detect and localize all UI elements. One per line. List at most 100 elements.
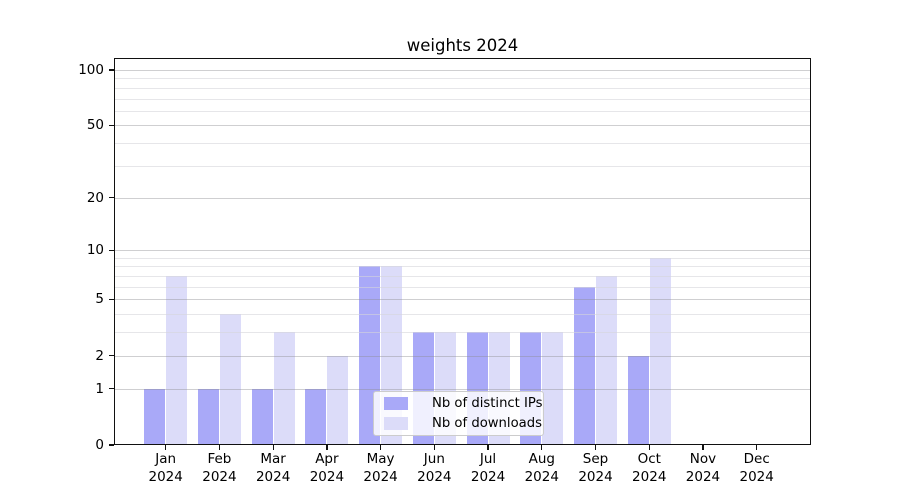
legend: Nb of distinct IPs Nb of downloads [373, 391, 544, 436]
x-tick-label-sep: Sep 2024 [564, 451, 628, 486]
x-tick-month: Aug [528, 451, 555, 467]
gridline-minor [114, 276, 811, 277]
gridline-major [114, 197, 811, 199]
y-tick-label: 5 [95, 291, 104, 308]
bar-distinct-ips-jan [144, 388, 166, 445]
y-tick-label: 10 [86, 242, 104, 259]
y-tick-label: 100 [78, 61, 104, 78]
x-tick-month: Dec [743, 451, 770, 467]
x-tick-mark [702, 445, 704, 450]
x-tick-label-aug: Aug 2024 [510, 451, 574, 486]
x-tick-mark [218, 445, 221, 450]
x-tick-mark [326, 445, 328, 450]
x-tick-year: 2024 [524, 468, 559, 485]
x-tick-label-feb: Feb 2024 [187, 451, 251, 486]
bar-downloads-oct [649, 257, 671, 445]
gridline-major [114, 69, 811, 71]
bar-downloads-jan [166, 276, 188, 445]
gridline-minor [114, 332, 811, 334]
x-tick-mark [487, 445, 489, 450]
bar-distinct-ips-oct [627, 355, 649, 445]
y-tick-mark [109, 298, 114, 301]
x-tick-label-nov: Nov 2024 [671, 451, 735, 486]
gridline-minor [114, 143, 811, 145]
gridline-major [114, 299, 811, 301]
x-tick-year: 2024 [363, 468, 398, 485]
x-tick-label-jun: Jun 2024 [402, 451, 466, 486]
x-tick-year: 2024 [148, 468, 183, 485]
legend-swatch-downloads [384, 417, 408, 430]
x-tick-month: Oct [637, 451, 661, 467]
legend-label-distinct-ips: Nb of distinct IPs [432, 396, 543, 411]
legend-label-downloads: Nb of downloads [432, 416, 542, 431]
gridline-major [114, 388, 811, 390]
chart-title: weights 2024 [406, 36, 519, 55]
bar-distinct-ips-mar [251, 388, 273, 445]
x-tick-mark [541, 445, 543, 450]
x-tick-year: 2024 [632, 468, 667, 485]
x-tick-label-dec: Dec 2024 [725, 451, 789, 486]
x-tick-mark [272, 445, 274, 450]
legend-swatch-distinct-ips [384, 397, 408, 410]
gridline-major [114, 250, 811, 252]
gridline-major [114, 125, 811, 127]
x-tick-year: 2024 [578, 468, 613, 485]
gridline-minor [114, 266, 811, 268]
x-tick-month: Jun [423, 451, 445, 467]
x-tick-month: Mar [260, 451, 286, 467]
x-tick-mark [379, 445, 382, 450]
bar-downloads-mar [273, 332, 295, 445]
y-tick-label: 20 [86, 189, 104, 206]
gridline-minor [114, 110, 811, 112]
gridline-minor [114, 98, 811, 100]
gridline-minor [114, 78, 811, 80]
y-tick-mark [109, 249, 114, 251]
y-tick-label: 0 [95, 437, 104, 453]
x-tick-label-mar: Mar 2024 [241, 451, 305, 486]
y-tick-mark [109, 355, 114, 357]
y-tick-label: 50 [86, 117, 104, 134]
bar-distinct-ips-apr [305, 388, 327, 445]
gridline-minor [114, 257, 811, 259]
bar-downloads-sep [596, 276, 618, 445]
y-tick-mark [109, 69, 114, 71]
gridline-minor [114, 314, 811, 316]
x-tick-mark [165, 445, 167, 450]
gridline-minor [114, 165, 811, 167]
x-tick-label-apr: Apr 2024 [295, 451, 359, 486]
y-tick-mark [109, 196, 114, 199]
bar-distinct-ips-sep [574, 286, 596, 445]
x-tick-label-jul: Jul 2024 [456, 451, 520, 486]
y-tick-mark [109, 388, 114, 390]
x-tick-mark [756, 445, 758, 450]
bar-downloads-apr [327, 355, 349, 445]
x-tick-month: Apr [315, 451, 339, 467]
x-tick-month: Jan [155, 451, 177, 467]
x-tick-mark [433, 445, 435, 450]
x-tick-year: 2024 [417, 468, 452, 485]
x-tick-mark [648, 445, 650, 450]
bar-distinct-ips-feb [197, 388, 219, 445]
x-tick-month: May [366, 451, 395, 467]
bar-downloads-aug [542, 332, 564, 445]
x-tick-mark [594, 445, 597, 450]
gridline-minor [114, 286, 811, 288]
y-tick-label: 2 [95, 347, 104, 364]
x-tick-label-may: May 2024 [349, 451, 413, 486]
x-tick-month: Nov [689, 451, 717, 467]
x-tick-month: Jul [479, 451, 497, 467]
x-tick-year: 2024 [202, 468, 237, 485]
y-tick-mark [109, 124, 114, 127]
y-tick-label: 1 [95, 380, 104, 397]
gridline-minor [114, 87, 811, 89]
gridline-major [114, 355, 811, 357]
x-tick-year: 2024 [685, 468, 721, 485]
x-tick-year: 2024 [739, 468, 774, 485]
x-tick-label-oct: Oct 2024 [617, 451, 681, 486]
legend-entry-downloads: Nb of downloads [384, 416, 543, 431]
plot-area [114, 58, 811, 445]
x-tick-month: Sep [582, 451, 609, 467]
x-tick-year: 2024 [255, 468, 291, 485]
x-tick-year: 2024 [309, 468, 345, 485]
